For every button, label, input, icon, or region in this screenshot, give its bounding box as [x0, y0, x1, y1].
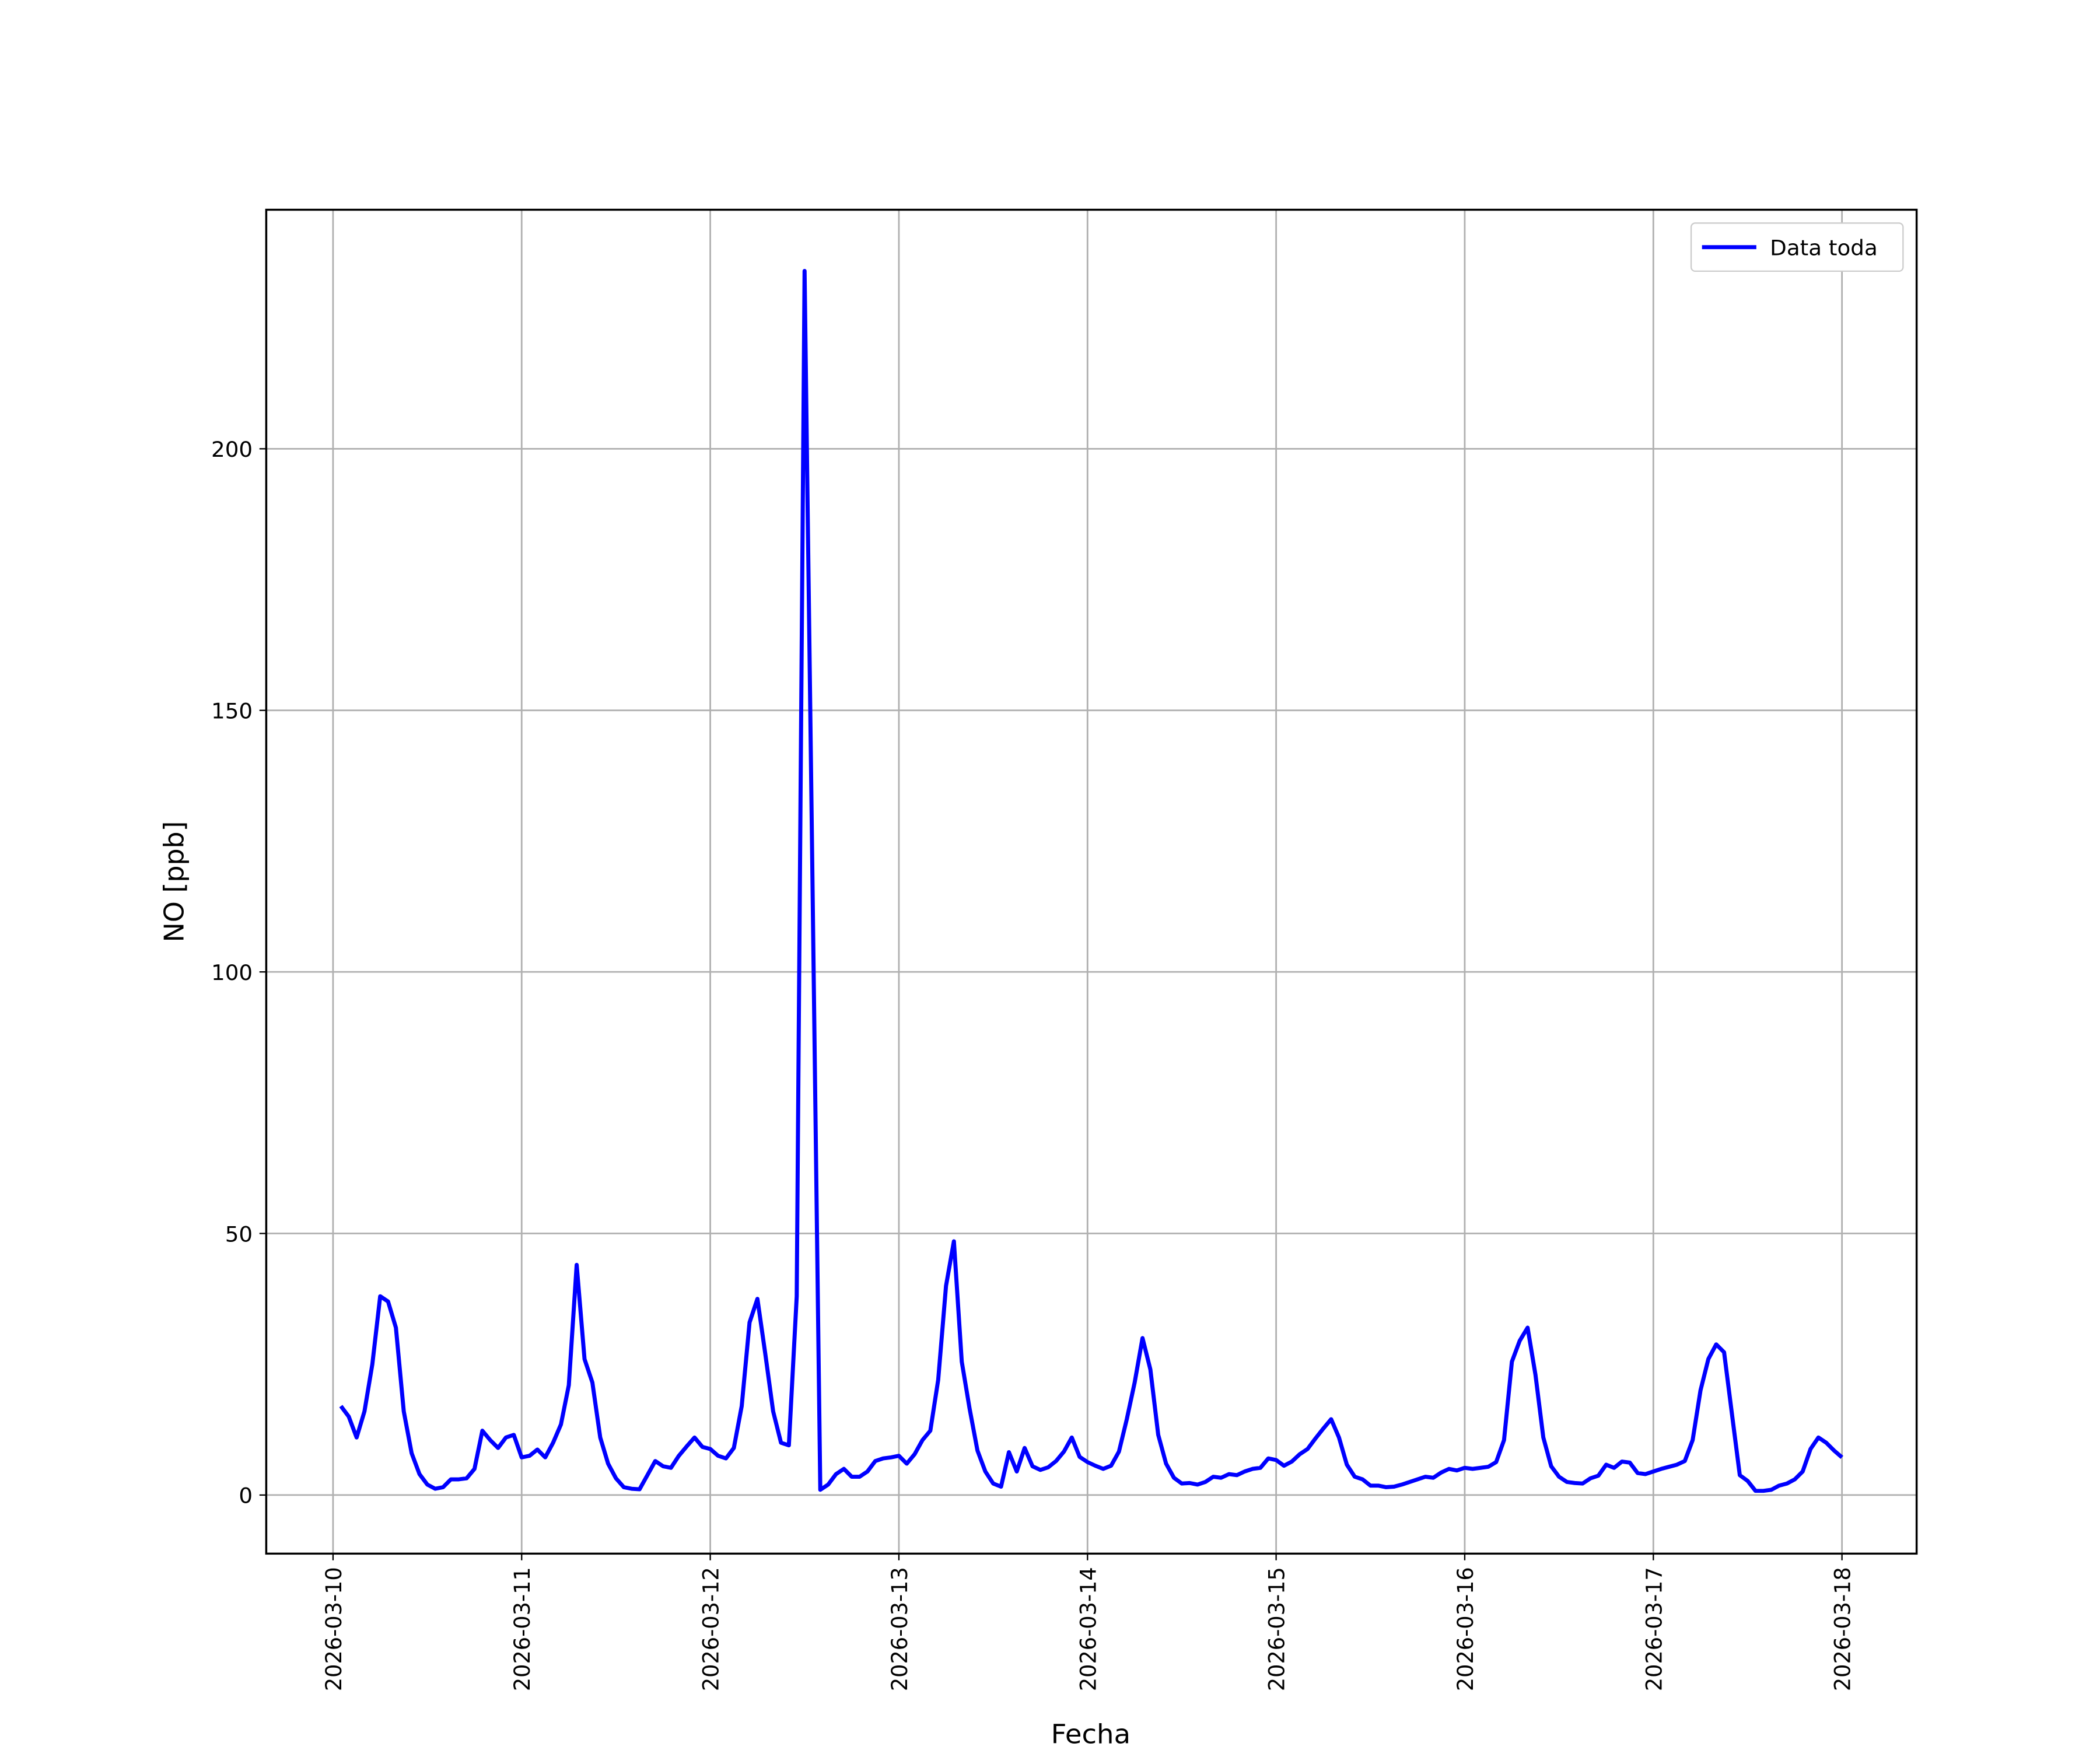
- x-tick-label: 2026-03-16: [1453, 1567, 1478, 1691]
- x-tick-label: 2026-03-14: [1076, 1567, 1101, 1691]
- y-axis-label: NO [ppb]: [158, 821, 190, 943]
- legend-box: [1690, 222, 1904, 272]
- y-tick-label: 0: [239, 1483, 253, 1508]
- legend-label: Data toda: [1770, 236, 1878, 261]
- plot-frame: [265, 208, 1918, 1555]
- x-tick-label: 2026-03-12: [698, 1567, 723, 1691]
- x-tick-label: 2026-03-13: [887, 1567, 912, 1691]
- x-tick-label: 2026-03-10: [321, 1567, 346, 1691]
- x-tick-label: 2026-03-15: [1264, 1567, 1289, 1691]
- y-tick-label: 200: [211, 437, 253, 462]
- x-tick-label: 2026-03-11: [510, 1567, 535, 1691]
- data-line: [339, 269, 1843, 1493]
- x-axis-label: Fecha: [1051, 1718, 1131, 1750]
- y-tick-label: 150: [211, 699, 253, 724]
- x-tick-label: 2026-03-18: [1830, 1567, 1855, 1691]
- x-tick-label: 2026-03-17: [1642, 1567, 1667, 1691]
- y-tick-label: 50: [225, 1222, 253, 1247]
- y-tick-label: 100: [211, 960, 253, 985]
